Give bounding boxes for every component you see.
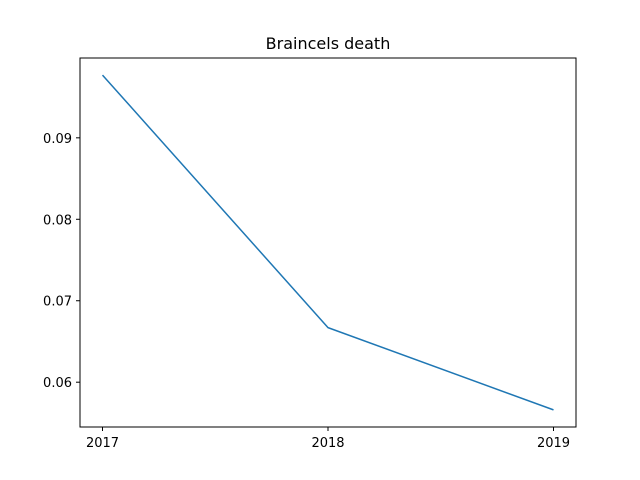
- y-tick-label-3: 0.09: [43, 132, 72, 147]
- x-tick-label-2019: 2019: [537, 436, 570, 451]
- plot-area: [101, 74, 554, 411]
- chart-title: Braincels death: [266, 34, 391, 53]
- x-tick-label-2018: 2018: [311, 436, 344, 451]
- y-tick-label-2: 0.08: [43, 213, 72, 228]
- x-tick-label-2017: 2017: [86, 436, 119, 451]
- y-tick-label-1: 0.07: [43, 295, 72, 310]
- axes: 2017 2018 2019 0.06 0.07 0.08 0.09: [43, 57, 577, 451]
- y-tick-label-0: 0.06: [43, 376, 72, 391]
